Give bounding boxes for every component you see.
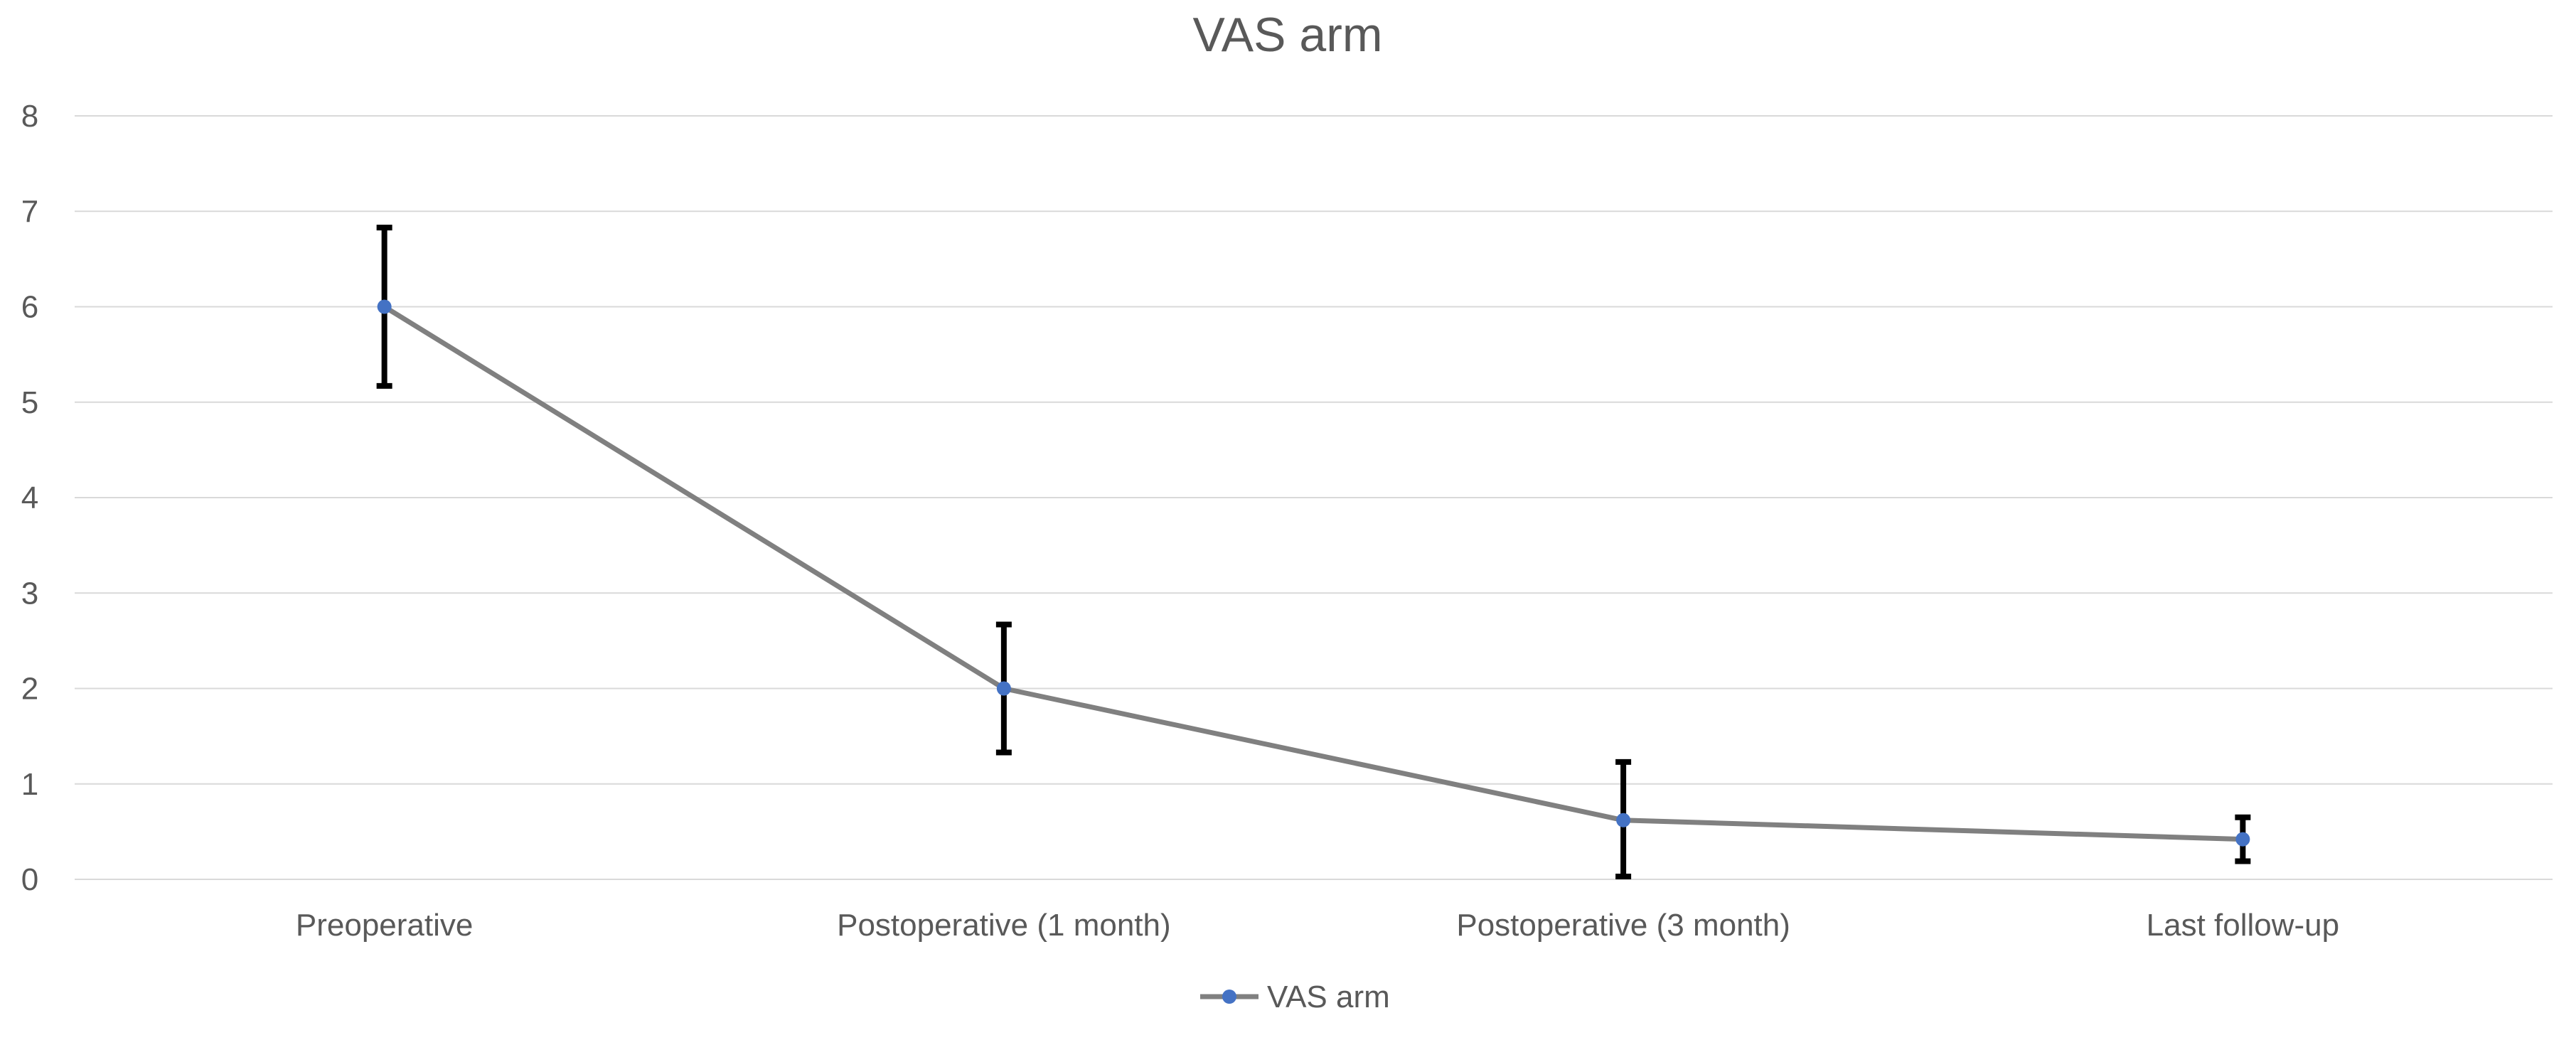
y-tick-label: 2	[21, 672, 38, 707]
x-tick-label: Last follow-up	[2147, 908, 2339, 943]
y-tick-label: 0	[21, 862, 38, 897]
y-tick-label: 6	[21, 290, 38, 325]
data-point	[996, 681, 1011, 696]
data-point	[1616, 813, 1631, 827]
series-vas-arm	[383, 304, 2243, 842]
x-tick-label: Postoperative (3 month)	[1456, 908, 1790, 943]
y-tick-label: 5	[21, 385, 38, 420]
x-tick-label: Postoperative (1 month)	[837, 908, 1171, 943]
y-tick-label: 4	[21, 481, 38, 515]
chart-title: VAS arm	[1192, 8, 1382, 62]
data-point	[377, 299, 392, 314]
x-tick-label: Preoperative	[296, 908, 473, 943]
y-axis-ticks: 0 1 2 3 4 5 6 7 8	[21, 99, 38, 897]
gridlines	[75, 115, 2553, 880]
data-markers	[377, 299, 2250, 847]
error-bars	[376, 225, 2251, 879]
legend-label: VAS arm	[1267, 980, 1390, 1014]
legend[interactable]: VAS arm	[1200, 980, 1390, 1014]
data-point	[2235, 832, 2250, 847]
series-line	[383, 304, 2243, 842]
legend-marker-swatch	[1222, 990, 1236, 1004]
y-tick-label: 7	[21, 194, 38, 229]
y-tick-label: 3	[21, 576, 38, 611]
y-tick-label: 8	[21, 99, 38, 134]
x-axis-ticks: Preoperative Postoperative (1 month) Posto…	[296, 908, 2339, 943]
y-tick-label: 1	[21, 767, 38, 802]
